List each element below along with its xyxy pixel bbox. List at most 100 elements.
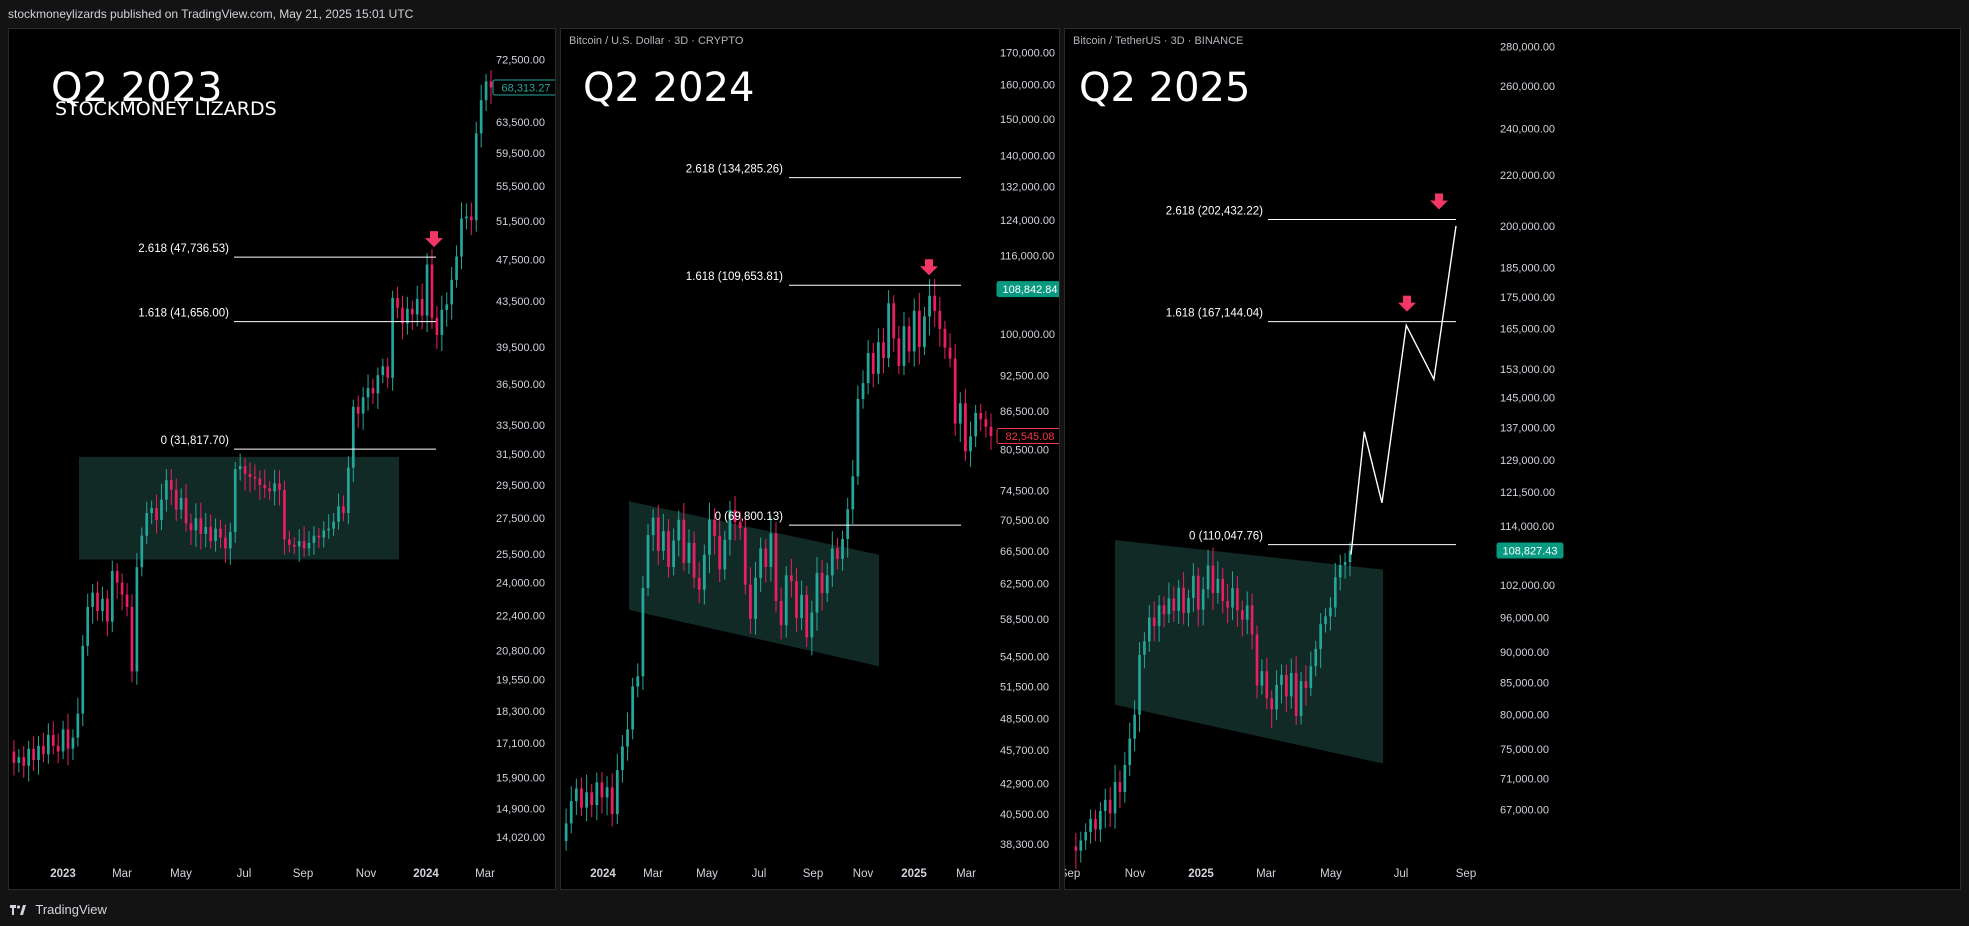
y-tick-label: 22,400.00: [496, 610, 545, 622]
candle: [882, 328, 885, 374]
candle: [106, 590, 109, 637]
candle: [938, 296, 942, 347]
candle: [923, 306, 926, 356]
y-tick-label: 47,500.00: [496, 254, 545, 266]
y-tick-label: 165,000.00: [1500, 324, 1555, 336]
y-tick-label: 71,000.00: [1500, 773, 1549, 785]
candle: [1084, 823, 1088, 851]
candle: [585, 774, 588, 822]
chart-svg[interactable]: 2.618 (47,736.53) 1.618 (41,656.00) 0 (31,…: [9, 29, 556, 890]
y-tick-label: 40,500.00: [1000, 809, 1049, 821]
candle: [66, 713, 70, 766]
candle: [174, 478, 178, 522]
candle: [145, 501, 149, 544]
candle: [47, 723, 50, 764]
candle: [81, 634, 85, 727]
footer: TradingView: [0, 895, 1969, 925]
candle: [692, 531, 696, 589]
y-tick-label: 153,000.00: [1500, 364, 1555, 376]
svg-text:82,545.08: 82,545.08: [1006, 431, 1055, 443]
candle: [789, 558, 793, 598]
candle: [1216, 561, 1220, 604]
candle: [347, 456, 350, 525]
chart-svg[interactable]: 2.618 (134,285.26) 1.618 (109,653.81) 0 (6…: [561, 29, 1060, 890]
x-tick-label: Mar: [1256, 868, 1276, 880]
candle: [32, 736, 35, 772]
candle: [1128, 722, 1132, 776]
candle: [969, 421, 972, 468]
x-tick-label: Sep: [803, 868, 823, 880]
candle: [238, 453, 242, 481]
y-tick-label: 150,000.00: [1000, 114, 1055, 126]
candle: [484, 73, 488, 111]
candle: [184, 484, 188, 532]
candle: [723, 530, 727, 580]
candle: [1123, 752, 1127, 803]
candle: [892, 295, 896, 352]
chart-panel-q2-2024[interactable]: 2.618 (134,285.26) 1.618 (109,653.81) 0 (6…: [560, 28, 1060, 890]
y-tick-label: 51,500.00: [496, 216, 545, 228]
svg-text:68,313.27: 68,313.27: [502, 82, 551, 94]
y-tick-label: 75,000.00: [1500, 744, 1549, 756]
candle: [366, 374, 370, 411]
candle: [332, 513, 335, 536]
candle: [1099, 801, 1102, 843]
candle: [1074, 832, 1078, 870]
y-tick-label: 24,000.00: [496, 578, 545, 590]
candle: [1192, 563, 1195, 612]
candle: [1275, 670, 1278, 721]
fib-level-label: 2.618 (202,432.22): [1166, 205, 1263, 217]
candle: [754, 561, 757, 635]
candle: [743, 516, 747, 595]
y-tick-label: 59,500.00: [496, 148, 545, 160]
y-tick-label: 39,500.00: [496, 342, 545, 354]
candle: [101, 586, 104, 622]
candle: [1280, 664, 1283, 704]
y-tick-label: 15,900.00: [496, 773, 545, 785]
candle: [120, 573, 124, 611]
candle: [1231, 571, 1234, 621]
candle: [641, 575, 645, 690]
y-tick-label: 140,000.00: [1000, 150, 1055, 162]
candle: [465, 203, 468, 230]
candle: [1118, 770, 1122, 809]
candle: [1138, 642, 1141, 733]
y-tick-label: 27,500.00: [496, 513, 545, 525]
y-tick-label: 38,300.00: [1000, 839, 1049, 851]
y-tick-label: 280,000.00: [1500, 41, 1555, 53]
candle: [564, 808, 568, 851]
candle: [155, 494, 158, 534]
candle: [779, 587, 783, 640]
candle: [595, 772, 599, 821]
x-tick-label: 2025: [1188, 868, 1214, 880]
y-tick-label: 18,300.00: [496, 706, 545, 718]
y-tick-label: 200,000.00: [1500, 221, 1555, 233]
target-arrow-icon: [1398, 295, 1416, 312]
chart-panel-q2-2023[interactable]: 2.618 (47,736.53) 1.618 (41,656.00) 0 (31,…: [8, 28, 556, 890]
candle: [337, 493, 340, 530]
candle: [708, 502, 711, 574]
fib-level-label: 1.618 (109,653.81): [686, 271, 783, 283]
candle: [1152, 601, 1156, 642]
candle: [263, 469, 267, 498]
chart-svg[interactable]: 2.618 (202,432.22) 1.618 (167,144.04) 0 (1…: [1065, 29, 1961, 890]
candle: [861, 370, 865, 409]
candle: [953, 344, 957, 436]
candle: [224, 524, 227, 563]
candle: [907, 317, 911, 363]
period-title: Q2 2025: [1079, 65, 1251, 111]
candle: [219, 519, 222, 549]
footer-logo-text: TradingView: [35, 902, 107, 917]
chart-panel-q2-2025[interactable]: 2.618 (202,432.22) 1.618 (167,144.04) 0 (1…: [1064, 28, 1961, 890]
x-tick-label: Mar: [643, 868, 663, 880]
candle: [415, 285, 419, 327]
y-tick-label: 36,500.00: [496, 379, 545, 391]
candle: [1299, 671, 1303, 725]
candle: [86, 593, 90, 656]
fib-level-label: 0 (69,800.13): [715, 511, 784, 523]
candle: [460, 202, 463, 270]
candle: [774, 522, 778, 613]
candle: [1103, 788, 1107, 828]
candle: [733, 496, 737, 541]
candle: [391, 290, 394, 391]
